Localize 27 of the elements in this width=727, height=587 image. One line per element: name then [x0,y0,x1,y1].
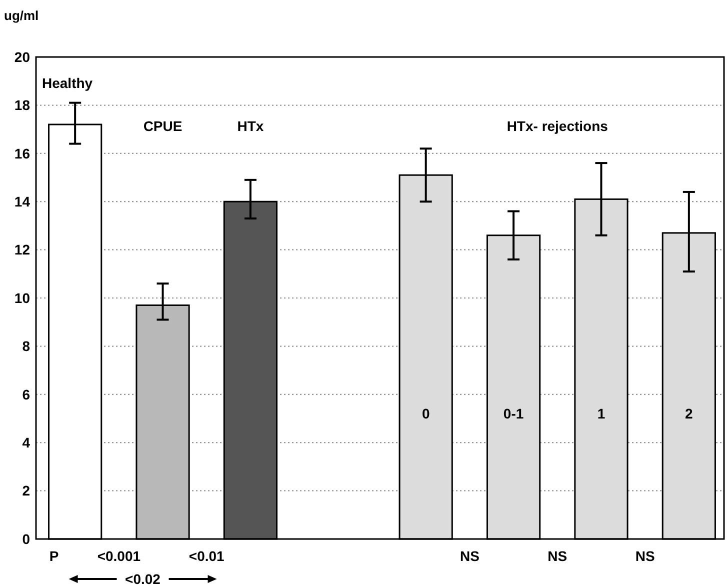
text: <0.001 [97,548,141,564]
y-tick-label: 18 [14,97,30,114]
y-tick-label: 14 [14,194,30,210]
text: NS [548,548,568,564]
y-tick-label: 4 [22,434,30,450]
text: NS [460,548,480,564]
x-tick-label: 0 [422,406,430,422]
y-tick-label: 2 [22,482,30,499]
annotation: HTx- rejections [506,118,608,134]
x-tick-label: 2 [685,406,694,422]
y-tick-label: 10 [14,290,30,306]
text: <0.01 [188,548,225,564]
y-tick-label: 16 [14,145,30,162]
x-tick-label: HTx [237,118,264,134]
x-tick-label: 1 [597,406,606,422]
y-tick-label: 20 [14,48,30,65]
y-tick-label: 8 [22,338,30,354]
x-tick-label: CPUE [143,118,182,134]
y-tick-label: 12 [14,242,30,258]
y-axis-title: ug/ml [4,8,39,23]
x-tick-label: 0-1 [503,406,524,422]
x-tick-label: Healthy [42,75,93,91]
y-tick-label: 0 [22,530,30,547]
text: <0.02 [125,571,161,587]
text: NS [635,548,655,564]
y-tick-label: 6 [22,386,30,402]
text: P [49,548,59,564]
